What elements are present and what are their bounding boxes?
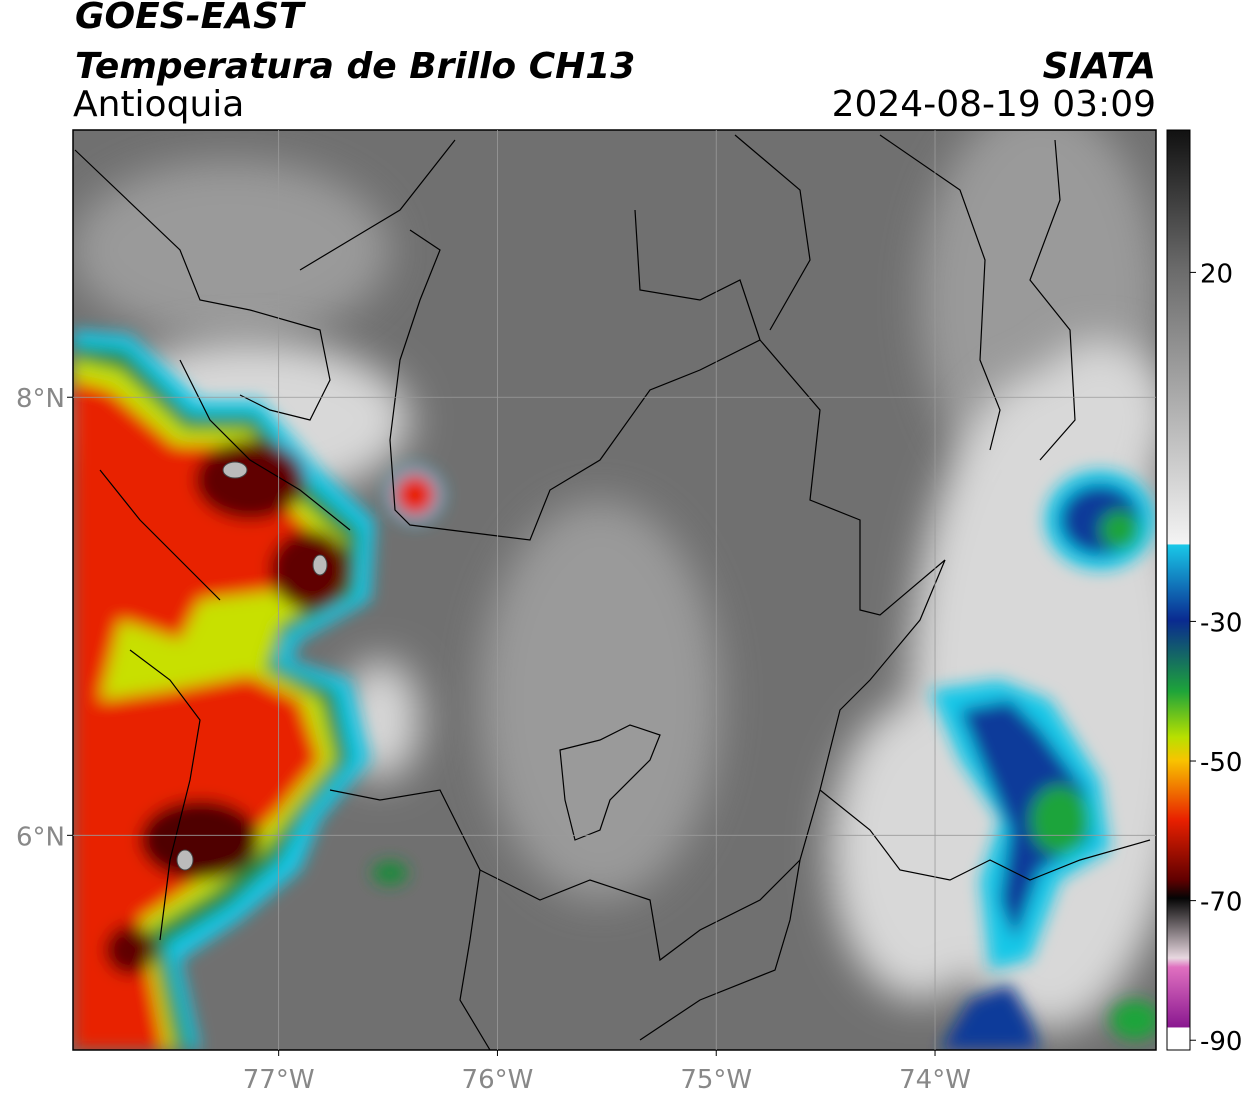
colorbar: [1166, 129, 1191, 1051]
datetime: 2024-08-19 03:09: [832, 84, 1156, 125]
subtitle: Temperatura de Brillo CH13: [75, 46, 635, 87]
region: Antioquia: [73, 84, 244, 125]
colorbar-tick-label: -70: [1200, 888, 1242, 918]
title: GOES-EAST: [75, 0, 306, 37]
satellite-imagery: [73, 130, 1156, 1050]
x-tick-label: 74°W: [899, 1065, 971, 1095]
colorbar-tick-label: -50: [1200, 748, 1242, 778]
x-tick-label: 75°W: [680, 1065, 752, 1095]
colorbar-tick-label: 20: [1200, 259, 1233, 289]
x-tick-label: 76°W: [462, 1065, 534, 1095]
colorbar-tick-label: -90: [1200, 1027, 1242, 1057]
y-tick-label: 8°N: [16, 384, 65, 414]
y-tick-label: 6°N: [16, 822, 65, 852]
x-tick-label: 77°W: [243, 1065, 315, 1095]
colorbar-tick-label: -30: [1200, 608, 1242, 638]
source: SIATA: [1043, 46, 1156, 87]
map-frame: [72, 129, 1157, 1051]
